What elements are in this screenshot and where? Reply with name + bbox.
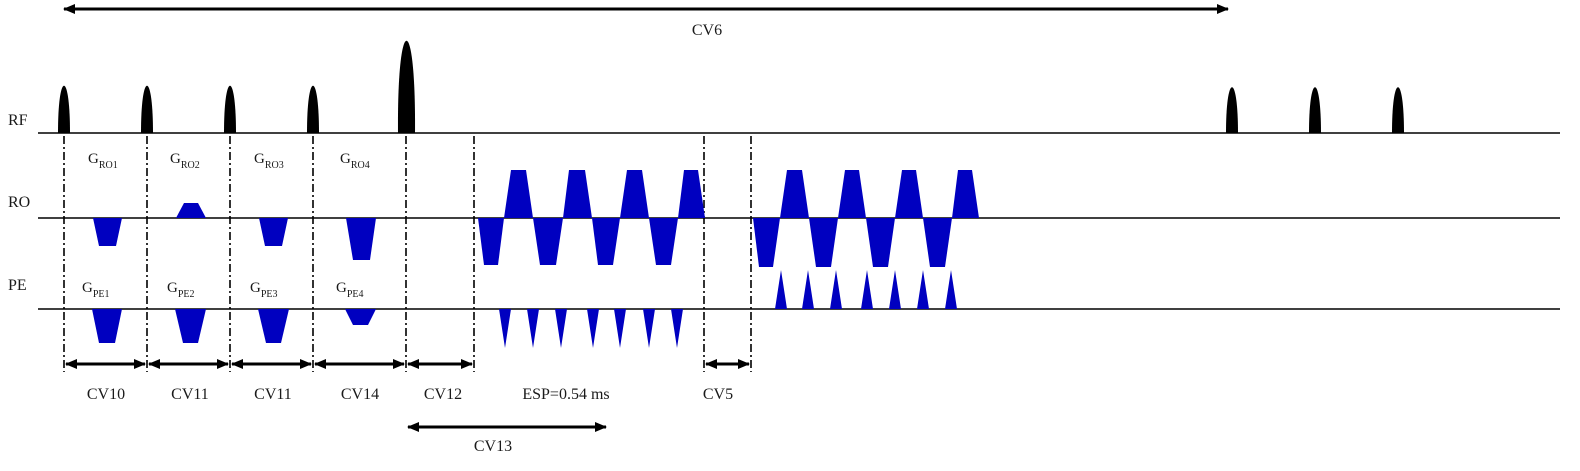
rf-pulse (224, 85, 236, 133)
cv6-label: CV6 (692, 22, 722, 39)
pe-blip (527, 309, 539, 348)
pe-blip (555, 309, 567, 348)
cv10-label: CV10 (87, 386, 125, 403)
pe-blip (775, 270, 787, 309)
g-ro1-lobe (93, 218, 122, 246)
ro-readout-lobe (866, 218, 895, 267)
ro-readout-lobe (895, 170, 923, 218)
g-pe4-lobe (345, 309, 376, 325)
cv14-label: CV14 (341, 386, 379, 403)
g-ro4-lobe (346, 218, 376, 260)
cv13-label: CV13 (474, 438, 512, 455)
cv11a-label: CV11 (171, 386, 209, 403)
pe-blip (830, 270, 842, 309)
pe-blip (499, 309, 511, 348)
pe-blip (917, 270, 929, 309)
pe-blip (802, 270, 814, 309)
ro-readout-lobe (592, 218, 620, 265)
ro-readout-train-2 (753, 170, 979, 267)
rf-pulse-large (397, 40, 416, 133)
cv5-label: CV5 (703, 386, 733, 403)
pe-blip (643, 309, 655, 348)
ro-readout-train-1 (478, 170, 705, 265)
ro-readout-lobe (780, 170, 809, 218)
pe-blip (614, 309, 626, 348)
ro-readout-lobe (678, 170, 705, 218)
pe-row-label: PE (8, 277, 27, 294)
ro-readout-lobe (504, 170, 533, 218)
pe-blip (861, 270, 873, 309)
g-ro3-lobe (259, 218, 288, 246)
pe-blip (889, 270, 901, 309)
ro-readout-lobe (753, 218, 780, 267)
pe-blips-train-2 (775, 270, 957, 309)
pe-blips-train-1 (499, 309, 683, 348)
pe-prep-gradients (92, 309, 376, 343)
pe-blip (671, 309, 683, 348)
pe-blip (945, 270, 957, 309)
rf-pulse (1392, 87, 1404, 133)
cv11b-label: CV11 (254, 386, 292, 403)
g-ro2-lobe (176, 203, 206, 218)
rf-pulse (58, 85, 70, 133)
ro-readout-lobe (838, 170, 866, 218)
ro-prep-gradients (93, 203, 376, 260)
ro-readout-lobe (620, 170, 649, 218)
rf-pulses (58, 40, 1404, 133)
rf-pulse (1226, 87, 1238, 133)
g-pe4-label: GPE4 (336, 280, 364, 300)
ro-readout-lobe (809, 218, 838, 267)
g-pe1-lobe (92, 309, 122, 343)
rf-pulse (1309, 87, 1321, 133)
g-pe2-lobe (175, 309, 206, 343)
ro-readout-lobe (649, 218, 678, 265)
rf-row-label: RF (8, 112, 28, 129)
g-pe3-lobe (258, 309, 289, 343)
rf-pulse (307, 85, 319, 133)
esp-label: ESP=0.54 ms (522, 386, 609, 403)
ro-readout-lobe (952, 170, 979, 218)
ro-readout-lobe (478, 218, 504, 265)
g-pe1-label: GPE1 (82, 280, 110, 300)
g-ro3-label: GRO3 (254, 151, 284, 171)
ro-readout-lobe (563, 170, 592, 218)
cv12-label: CV12 (424, 386, 462, 403)
pe-blip (587, 309, 599, 348)
g-ro1-label: GRO1 (88, 151, 118, 171)
ro-readout-lobe (923, 218, 952, 267)
g-pe3-label: GPE3 (250, 280, 278, 300)
g-ro4-label: GRO4 (340, 151, 370, 171)
ro-readout-lobe (533, 218, 563, 265)
g-pe2-label: GPE2 (167, 280, 195, 300)
timing-dividers (63, 136, 752, 372)
rf-pulse (141, 85, 153, 133)
g-ro2-label: GRO2 (170, 151, 200, 171)
ro-row-label: RO (8, 194, 30, 211)
